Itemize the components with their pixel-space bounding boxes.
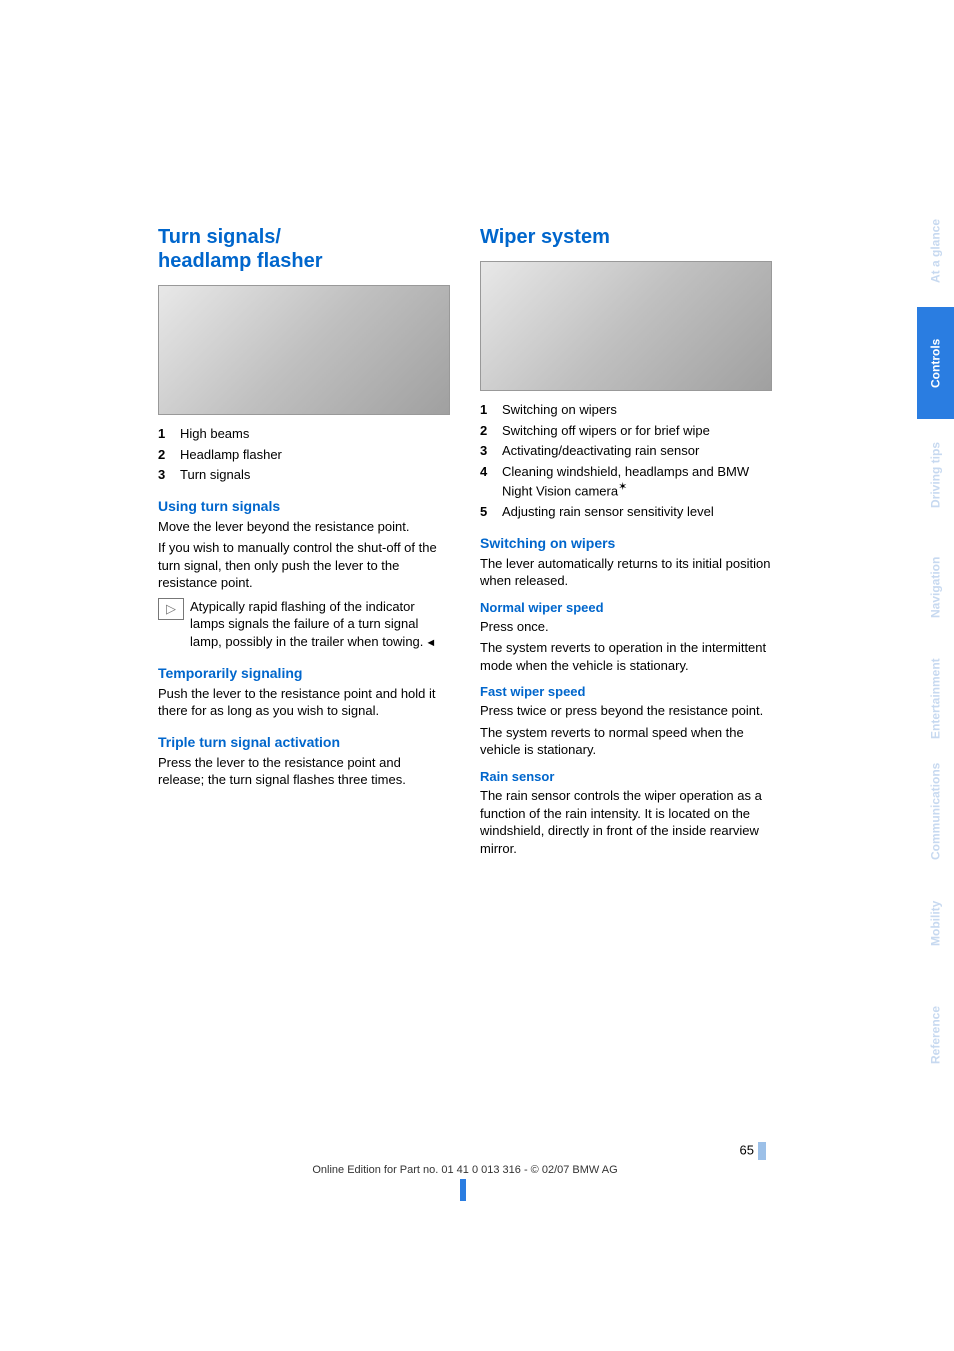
legend-num: 3 [158, 466, 180, 484]
footer-blue-bar-icon [460, 1179, 466, 1201]
side-tabs: At a glance Controls Driving tips Naviga… [917, 195, 954, 1091]
legend-num: 2 [480, 422, 502, 440]
subheading-rain-sensor: Rain sensor [480, 769, 772, 784]
page-footer: 65 Online Edition for Part no. 01 41 0 0… [158, 1142, 772, 1176]
section-title-wiper-system: Wiper system [480, 225, 772, 249]
body-text: Move the lever beyond the resistance poi… [158, 518, 450, 536]
legend-item: 1High beams [158, 425, 450, 443]
body-text: Press once. [480, 618, 772, 636]
legend-label: Activating/deactivating rain sensor [502, 442, 699, 460]
figure-wiper-stalk [480, 261, 772, 391]
note-box: ▷ Atypically rapid flashing of the indic… [158, 598, 450, 651]
tab-entertainment[interactable]: Entertainment [917, 643, 954, 755]
footer-copyright: Online Edition for Part no. 01 41 0 013 … [158, 1164, 772, 1176]
turn-signal-legend: 1High beams 2Headlamp flasher 3Turn sign… [158, 425, 450, 484]
legend-item: 1Switching on wipers [480, 401, 772, 419]
legend-label: Switching on wipers [502, 401, 617, 419]
figure-turn-signal-stalk [158, 285, 450, 415]
legend-num: 2 [158, 446, 180, 464]
subheading-normal-wiper-speed: Normal wiper speed [480, 600, 772, 615]
subheading-using-turn-signals: Using turn signals [158, 498, 450, 514]
subheading-switching-on-wipers: Switching on wipers [480, 535, 772, 551]
subheading-triple-turn-signal: Triple turn signal activation [158, 734, 450, 750]
legend-num: 5 [480, 503, 502, 521]
page-number-row: 65 [158, 1142, 772, 1160]
legend-label: Switching off wipers or for brief wipe [502, 422, 710, 440]
tab-driving-tips[interactable]: Driving tips [917, 419, 954, 531]
page-number: 65 [740, 1142, 754, 1157]
legend-item: 4Cleaning windshield, headlamps and BMW … [480, 463, 772, 500]
legend-num: 1 [480, 401, 502, 419]
legend-item: 2Switching off wipers or for brief wipe [480, 422, 772, 440]
body-text: Press the lever to the resistance point … [158, 754, 450, 789]
page-number-bar-icon [758, 1142, 766, 1160]
legend-label: Cleaning windshield, headlamps and BMW N… [502, 463, 772, 500]
body-text: The system reverts to normal speed when … [480, 724, 772, 759]
legend-item: 3Turn signals [158, 466, 450, 484]
legend-num: 4 [480, 463, 502, 500]
legend-label: Headlamp flasher [180, 446, 282, 464]
left-column: Turn signals/ headlamp flasher 1High bea… [158, 225, 450, 861]
note-triangle-icon: ▷ [158, 598, 184, 620]
legend-item: 3Activating/deactivating rain sensor [480, 442, 772, 460]
tab-at-a-glance[interactable]: At a glance [917, 195, 954, 307]
body-text: The system reverts to operation in the i… [480, 639, 772, 674]
legend-item: 5Adjusting rain sensor sensitivity level [480, 503, 772, 521]
legend-label: Adjusting rain sensor sensitivity level [502, 503, 714, 521]
tab-reference[interactable]: Reference [917, 979, 954, 1091]
legend-num: 3 [480, 442, 502, 460]
legend-label: High beams [180, 425, 249, 443]
tab-mobility[interactable]: Mobility [917, 867, 954, 979]
legend-item: 2Headlamp flasher [158, 446, 450, 464]
legend-label: Turn signals [180, 466, 250, 484]
body-text: If you wish to manually control the shut… [158, 539, 450, 592]
body-text: The rain sensor controls the wiper opera… [480, 787, 772, 857]
right-column: Wiper system 1Switching on wipers 2Switc… [480, 225, 772, 861]
subheading-fast-wiper-speed: Fast wiper speed [480, 684, 772, 699]
body-text: Push the lever to the resistance point a… [158, 685, 450, 720]
body-text: The lever automatically returns to its i… [480, 555, 772, 590]
subheading-temporarily-signaling: Temporarily signaling [158, 665, 450, 681]
legend-num: 1 [158, 425, 180, 443]
tab-communications[interactable]: Communications [917, 755, 954, 867]
section-title-turn-signals: Turn signals/ headlamp flasher [158, 225, 450, 273]
wiper-legend: 1Switching on wipers 2Switching off wipe… [480, 401, 772, 521]
tab-controls[interactable]: Controls [917, 307, 954, 419]
body-text: Press twice or press beyond the resistan… [480, 702, 772, 720]
note-text: Atypically rapid flashing of the indicat… [190, 598, 450, 651]
tab-navigation[interactable]: Navigation [917, 531, 954, 643]
